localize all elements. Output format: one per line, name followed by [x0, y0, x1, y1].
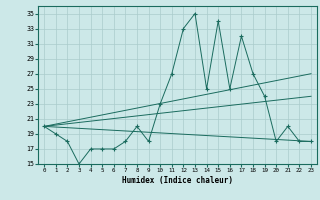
- X-axis label: Humidex (Indice chaleur): Humidex (Indice chaleur): [122, 176, 233, 185]
